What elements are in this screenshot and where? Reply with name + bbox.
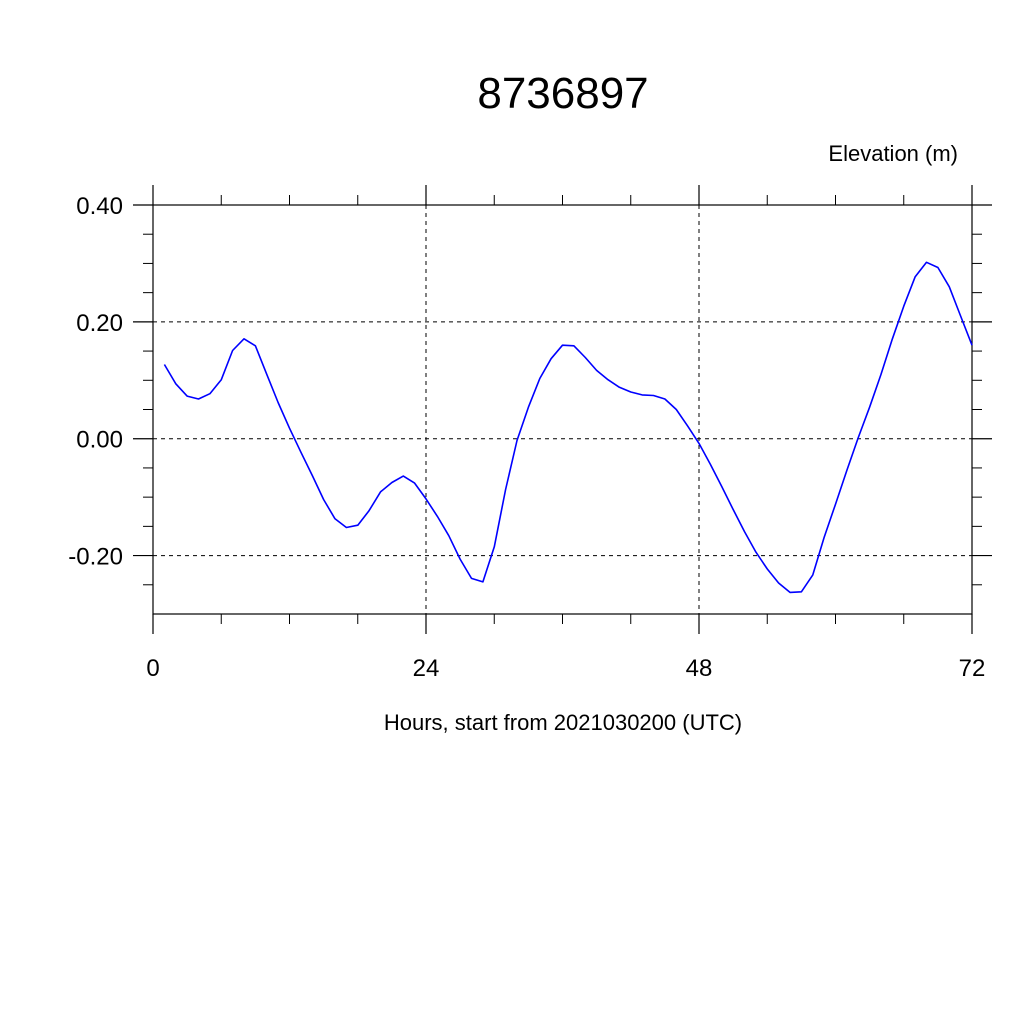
y-tick-label: -0.20 — [68, 544, 123, 571]
chart-title: 8736897 — [477, 69, 648, 118]
axis-ticks — [133, 185, 992, 634]
x-tick-label: 48 — [686, 655, 713, 682]
grid — [153, 204, 972, 614]
y-tick-label: 0.00 — [76, 427, 123, 454]
x-tick-label: 0 — [146, 655, 159, 682]
x-axis-label: Hours, start from 2021030200 (UTC) — [384, 710, 742, 735]
y-axis-label: Elevation (m) — [828, 141, 958, 166]
y-tick-label: 0.20 — [76, 310, 123, 337]
plot-frame — [152, 204, 973, 615]
x-tick-label: 72 — [959, 655, 986, 682]
y-tick-label: 0.40 — [76, 193, 123, 220]
tick-labels: 0 24 48 72 0.40 0.20 0.00 -0.20 — [68, 193, 985, 682]
series-layer — [163, 261, 973, 594]
series-line — [163, 261, 973, 594]
x-tick-label: 24 — [413, 655, 440, 682]
